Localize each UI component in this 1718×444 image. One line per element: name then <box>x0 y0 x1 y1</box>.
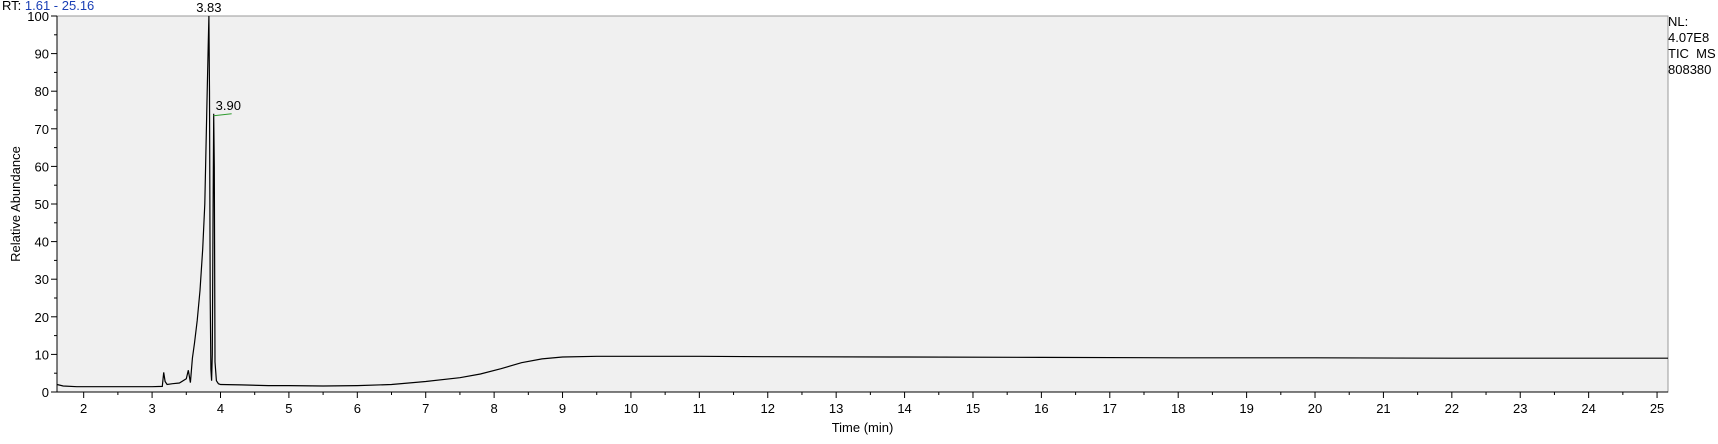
peak-annotations: 3.83 3.90 <box>196 0 241 117</box>
x-tick-label: 23 <box>1513 401 1527 416</box>
x-tick-label: 24 <box>1581 401 1595 416</box>
x-tick-label: 14 <box>897 401 911 416</box>
x-tick-label: 16 <box>1034 401 1048 416</box>
y-tick-label: 30 <box>35 272 49 287</box>
x-tick-label: 11 <box>693 401 707 416</box>
x-axis: 2 3 4 5 6 7 8 9 10 11 12 13 14 15 16 17 18 19 20 21 22 23 24 25 <box>57 391 1668 416</box>
tic-trace-line <box>56 15 1668 388</box>
x-tick-label: 8 <box>491 401 498 416</box>
y-tick-label: 80 <box>35 84 49 99</box>
y-axis: 0 10 20 30 40 50 60 70 80 90 100 <box>27 9 58 400</box>
rt-range-value: 1.61 - 25.16 <box>24 0 95 13</box>
file-id: 808380 <box>1668 62 1712 77</box>
rt-label: RT: <box>2 0 22 13</box>
plot-area <box>56 15 1669 393</box>
rt-header: RT: 1.61 - 25.16 <box>2 0 94 13</box>
x-tick-label: 17 <box>1103 401 1117 416</box>
peak-label-connector <box>213 113 232 117</box>
x-tick-label: 4 <box>217 401 224 416</box>
x-tick-label: 20 <box>1308 401 1322 416</box>
scan-type-label: TIC MS <box>1668 46 1716 61</box>
y-tick-label: 40 <box>35 235 49 250</box>
x-tick-label: 7 <box>422 401 429 416</box>
x-tick-label: 21 <box>1376 401 1390 416</box>
x-tick-label: 5 <box>285 401 292 416</box>
y-tick-label: 100 <box>27 9 49 24</box>
y-tick-label: 50 <box>35 197 49 212</box>
peak-label: 3.90 <box>216 98 241 113</box>
x-tick-label: 12 <box>761 401 775 416</box>
peak-label: 3.83 <box>196 0 221 15</box>
nl-label: NL: <box>1668 14 1689 29</box>
x-tick-label: 9 <box>559 401 566 416</box>
y-tick-label: 20 <box>35 310 49 325</box>
x-tick-label: 13 <box>829 401 843 416</box>
x-tick-label: 3 <box>148 401 155 416</box>
x-tick-label: 6 <box>354 401 361 416</box>
y-axis-title: Relative Abundance <box>8 146 23 262</box>
x-tick-label: 2 <box>80 401 87 416</box>
x-tick-label: 19 <box>1239 401 1253 416</box>
x-tick-label: 18 <box>1171 401 1185 416</box>
x-tick-label: 10 <box>624 401 638 416</box>
y-tick-label: 70 <box>35 122 49 137</box>
y-tick-label: 90 <box>35 47 49 62</box>
y-tick-label: 10 <box>35 347 49 362</box>
nl-value: 4.07E8 <box>1668 30 1710 45</box>
y-tick-label: 0 <box>42 385 49 400</box>
x-tick-label: 25 <box>1650 401 1664 416</box>
info-panel: NL: 4.07E8 TIC MS 808380 <box>1668 14 1716 78</box>
x-tick-label: 15 <box>966 401 980 416</box>
y-tick-label: 60 <box>35 159 49 174</box>
x-tick-label: 22 <box>1445 401 1459 416</box>
x-axis-title: Time (min) <box>832 420 894 435</box>
